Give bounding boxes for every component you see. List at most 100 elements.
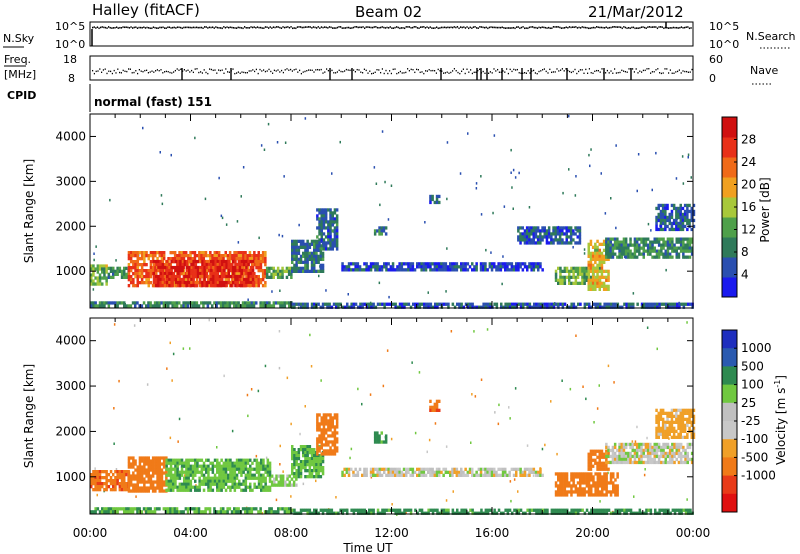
data-cell xyxy=(249,271,253,276)
data-cell xyxy=(611,255,615,259)
data-cell xyxy=(200,482,204,486)
data-cell xyxy=(176,284,179,288)
data-cell xyxy=(436,305,439,309)
data-cell xyxy=(576,272,580,276)
data-cell xyxy=(240,268,244,273)
freq-point xyxy=(309,69,311,71)
data-cell xyxy=(169,458,173,462)
data-cell xyxy=(229,467,232,471)
nsky-point xyxy=(232,26,235,29)
data-cell xyxy=(169,482,173,486)
data-cell xyxy=(204,254,208,258)
data-cell xyxy=(247,280,250,285)
freq-point xyxy=(225,68,227,70)
data-cell xyxy=(541,473,544,477)
data-cell xyxy=(405,470,408,474)
data-cell xyxy=(616,237,619,241)
data-cell xyxy=(90,279,93,283)
data-cell xyxy=(576,281,580,285)
data-cell xyxy=(127,304,130,308)
data-cell xyxy=(295,457,298,461)
data-cell xyxy=(178,461,182,465)
data-cell xyxy=(324,416,328,420)
data-cell xyxy=(156,251,159,255)
data-cell xyxy=(272,272,275,276)
data-cell xyxy=(422,268,426,272)
data-cell xyxy=(558,232,562,236)
data-cell xyxy=(431,467,434,471)
data-cell xyxy=(374,473,377,477)
data-cell xyxy=(127,486,131,490)
data-cell xyxy=(316,422,319,426)
freq-point xyxy=(228,71,230,73)
data-cell xyxy=(420,262,423,266)
data-cell xyxy=(253,284,256,288)
nsky-point xyxy=(679,26,681,29)
data-cell xyxy=(302,242,305,246)
data-cell xyxy=(202,301,205,305)
freq-point xyxy=(219,69,221,72)
data-cell xyxy=(554,484,558,488)
noise-cell xyxy=(607,364,610,368)
data-cell xyxy=(479,473,483,477)
data-cell xyxy=(605,249,608,253)
data-cell xyxy=(136,468,139,472)
freq-point xyxy=(484,72,486,75)
data-cell xyxy=(94,488,97,492)
data-cell xyxy=(616,243,619,247)
freq-point xyxy=(489,71,491,73)
data-cell xyxy=(519,470,522,474)
data-cell xyxy=(158,254,161,258)
nsky-point xyxy=(568,26,571,28)
data-cell xyxy=(211,470,215,474)
data-cell xyxy=(598,278,602,282)
data-cell xyxy=(435,408,439,412)
data-cell xyxy=(195,254,199,258)
data-cell xyxy=(213,254,216,258)
data-cell xyxy=(138,251,142,255)
data-cell xyxy=(145,474,148,478)
data-cell xyxy=(247,283,250,288)
data-cell xyxy=(609,246,612,250)
data-cell xyxy=(225,259,228,264)
data-cell xyxy=(666,203,669,208)
nsky-point xyxy=(536,27,539,29)
freq-point xyxy=(668,72,670,74)
data-cell xyxy=(107,479,111,483)
data-cell xyxy=(174,265,178,270)
nsky-point xyxy=(524,27,526,30)
data-cell xyxy=(136,254,139,258)
data-cell xyxy=(162,483,166,487)
data-cell xyxy=(160,489,164,493)
data-cell xyxy=(218,482,221,486)
data-cell xyxy=(143,468,146,472)
freq-point xyxy=(221,69,223,71)
data-cell xyxy=(255,263,258,267)
freq-point xyxy=(101,71,103,73)
data-cell xyxy=(392,302,395,306)
nsky-point xyxy=(148,27,150,29)
data-cell xyxy=(291,260,294,264)
data-cell xyxy=(497,265,500,269)
data-cell xyxy=(594,242,597,246)
data-cell xyxy=(495,302,499,306)
data-cell xyxy=(627,252,630,256)
nsky-point xyxy=(450,26,452,29)
data-cell xyxy=(320,214,323,218)
data-cell xyxy=(259,269,263,273)
data-cell xyxy=(261,301,265,305)
data-cell xyxy=(154,462,157,466)
data-cell xyxy=(486,305,490,309)
data-cell xyxy=(162,480,166,484)
data-cell xyxy=(132,278,135,282)
data-cell xyxy=(245,259,248,264)
data-cell xyxy=(365,470,368,474)
data-cell xyxy=(168,268,171,273)
data-cell xyxy=(291,248,294,252)
data-cell xyxy=(268,304,271,308)
data-cell xyxy=(154,465,157,469)
data-cell xyxy=(567,235,571,239)
data-cell xyxy=(528,235,531,239)
data-cell xyxy=(524,302,527,306)
data-cell xyxy=(557,302,560,306)
